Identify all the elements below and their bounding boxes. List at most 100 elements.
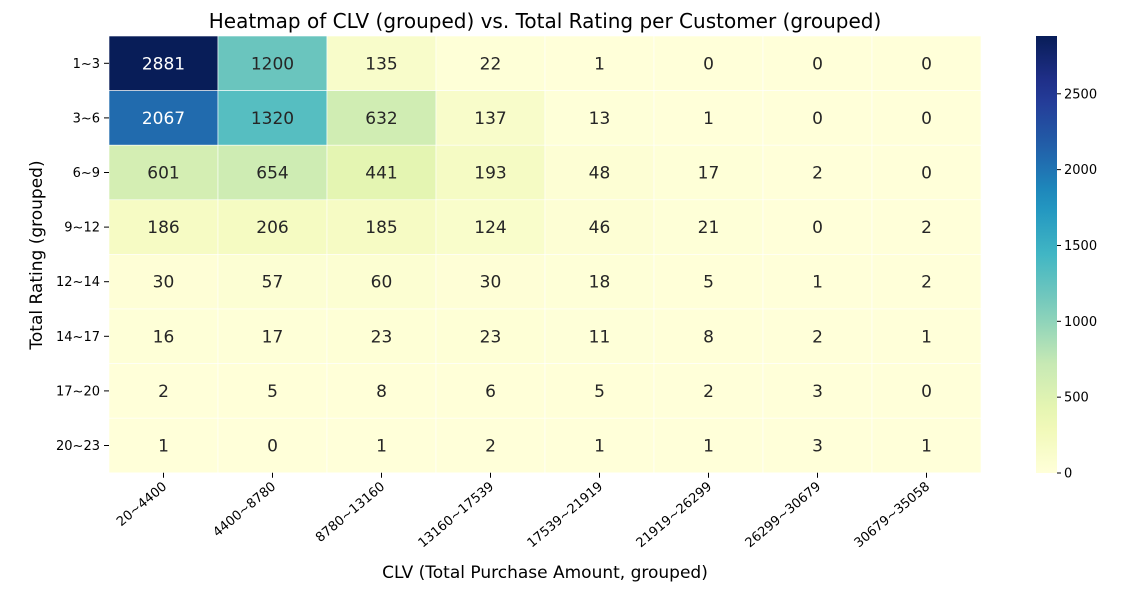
cell-value-label: 6 — [485, 382, 496, 402]
cell-value-label: 2 — [921, 218, 932, 238]
heatmap-cell — [653, 417, 764, 474]
cell-value-label: 57 — [262, 273, 284, 293]
cell-value-label: 1 — [594, 54, 605, 74]
cell-value-label: 48 — [589, 164, 611, 184]
heatmap-cell — [762, 363, 873, 419]
cell-value-label: 13 — [589, 109, 611, 129]
cell-value-label: 60 — [371, 273, 393, 293]
colorbar-tick-label: 1500 — [1064, 239, 1097, 254]
cell-value-label: 1 — [703, 109, 714, 129]
cell-value-label: 0 — [812, 218, 823, 238]
x-tick-labels: 20~4400 4400~8780 8780~13160 13160~17539 175… — [114, 472, 933, 551]
cell-value-label: 5 — [267, 382, 278, 402]
heatmap-cell — [326, 363, 437, 419]
cell-value-label: 206 — [256, 218, 288, 238]
cell-value-label: 193 — [474, 164, 506, 184]
heatmap-cell — [326, 35, 437, 91]
heatmap-cell — [762, 308, 873, 364]
cell-value-label: 2 — [703, 382, 714, 402]
heatmap-cell — [762, 144, 873, 201]
heatmap-cell — [544, 417, 655, 474]
heatmap-cell — [108, 35, 219, 91]
cell-value-label: 5 — [594, 382, 605, 402]
cell-value-label: 0 — [267, 437, 278, 457]
cell-value-label: 17 — [698, 164, 720, 184]
heatmap-cell — [871, 254, 982, 310]
cell-value-label: 632 — [365, 109, 397, 129]
x-tick-label: 4400~8780 — [210, 479, 279, 540]
y-tick-label: 1~3 — [73, 57, 100, 72]
x-tick-label: 17539~21919 — [525, 479, 606, 551]
cell-value-label: 23 — [371, 327, 393, 347]
y-tick-label: 3~6 — [73, 111, 100, 126]
colorbar-tick-label: 1000 — [1064, 315, 1097, 330]
heatmap-cell — [653, 90, 764, 146]
cell-value-label: 2 — [812, 164, 823, 184]
cell-value-label: 185 — [365, 218, 397, 238]
cell-value-label: 1 — [921, 327, 932, 347]
y-axis-title: Total Rating (grouped) — [27, 160, 47, 350]
heatmap-cell — [326, 254, 437, 310]
heatmap-cell — [217, 144, 328, 201]
cell-value-label: 654 — [256, 164, 288, 184]
cell-value-label: 1 — [594, 437, 605, 457]
cell-value-label: 601 — [147, 164, 179, 184]
heatmap-cell — [435, 199, 546, 255]
x-axis-title: CLV (Total Purchase Amount, grouped) — [382, 563, 708, 583]
cell-value-label: 2 — [485, 437, 496, 457]
cell-value-label: 1 — [921, 437, 932, 457]
y-tick-label: 14~17 — [56, 330, 100, 345]
x-tick-label: 13160~17539 — [416, 479, 497, 551]
cell-value-label: 8 — [703, 327, 714, 347]
colorbar-gradient — [1036, 36, 1057, 473]
colorbar-tick-label: 0 — [1064, 467, 1072, 482]
x-tick-label: 8780~13160 — [313, 479, 388, 545]
x-tick-label: 26299~30679 — [743, 479, 824, 551]
y-tick-label: 9~12 — [64, 221, 100, 236]
heatmap-cell — [217, 35, 328, 91]
heatmap-cell — [435, 144, 546, 201]
heatmap-cell — [871, 144, 982, 201]
heatmap-cell — [544, 363, 655, 419]
cell-value-label: 16 — [153, 327, 175, 347]
cell-value-label: 18 — [589, 273, 611, 293]
heatmap-cell — [108, 144, 219, 201]
cell-value-label: 30 — [153, 273, 175, 293]
heatmap-cell — [544, 90, 655, 146]
heatmap-cell — [544, 254, 655, 310]
cell-value-label: 21 — [698, 218, 720, 238]
heatmap-cell — [326, 199, 437, 255]
cell-value-label: 2067 — [142, 109, 185, 129]
cell-value-label: 1320 — [251, 109, 294, 129]
heatmap-cell — [217, 363, 328, 419]
heatmap-cell — [871, 363, 982, 419]
cell-value-label: 0 — [812, 109, 823, 129]
chart-title: Heatmap of CLV (grouped) vs. Total Ratin… — [209, 9, 882, 33]
heatmap-cell — [544, 35, 655, 91]
heatmap-cell — [217, 308, 328, 364]
heatmap-cell — [653, 308, 764, 364]
colorbar-tick-label: 500 — [1064, 391, 1089, 406]
y-tick-labels: 1~3 3~6 6~9 9~12 12~14 14~17 17~20 20~23 — [56, 57, 109, 454]
heatmap-cell — [326, 144, 437, 201]
cell-value-label: 5 — [703, 273, 714, 293]
cell-value-label: 3 — [812, 382, 823, 402]
cell-value-label: 0 — [921, 164, 932, 184]
x-tick-label: 20~4400 — [114, 479, 170, 529]
heatmap-cell — [435, 254, 546, 310]
heatmap-cell — [435, 90, 546, 146]
cell-value-label: 1200 — [251, 54, 294, 74]
heatmap-cell — [653, 35, 764, 91]
heatmap-cell — [653, 363, 764, 419]
heatmap-cell — [326, 308, 437, 364]
cell-value-label: 0 — [921, 54, 932, 74]
cell-value-label: 0 — [812, 54, 823, 74]
cell-value-label: 186 — [147, 218, 179, 238]
heatmap-cell — [762, 199, 873, 255]
cell-value-label: 30 — [480, 273, 502, 293]
cell-value-label: 2 — [158, 382, 169, 402]
heatmap-cell — [653, 144, 764, 201]
cell-value-label: 124 — [474, 218, 506, 238]
heatmap-cell — [544, 144, 655, 201]
